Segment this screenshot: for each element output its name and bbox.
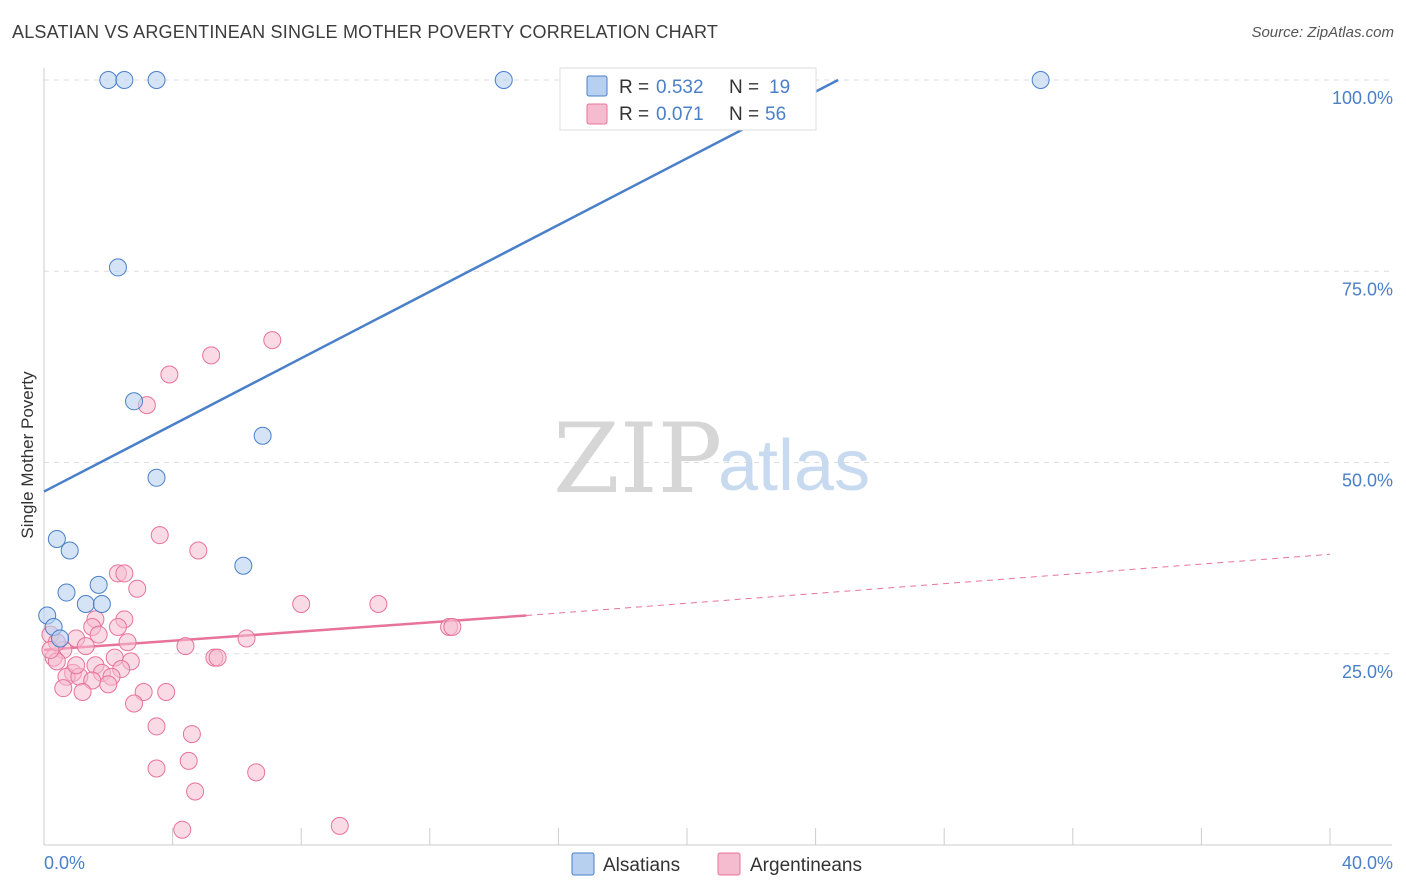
bottom-legend-alsatians: Alsatians [603, 855, 680, 876]
legend-r-label-2: R = [619, 104, 649, 125]
legend-n-label-1: N = [729, 77, 759, 98]
point-argentineans [292, 595, 311, 614]
point-argentineans [189, 541, 208, 560]
point-alsatians [125, 392, 144, 411]
bottom-legend-argentineans: Argentineans [750, 855, 862, 876]
legend-swatch-argentineans [586, 103, 608, 125]
point-argentineans [443, 617, 462, 636]
watermark: ZIP atlas [553, 403, 870, 515]
point-alsatians [99, 71, 118, 89]
point-alsatians [89, 575, 108, 594]
point-argentineans [263, 331, 282, 350]
bottom-legend: Alsatians Argentineans [571, 852, 862, 876]
y-tick-label: 100.0% [1332, 88, 1393, 108]
point-alsatians [76, 595, 95, 614]
data-points [38, 71, 1050, 839]
bottom-legend-swatch-alsatians [571, 852, 595, 876]
point-alsatians [147, 468, 166, 487]
point-alsatians [108, 258, 127, 277]
legend-r-value-1: 0.532 [656, 77, 704, 98]
point-alsatians [51, 629, 70, 648]
point-argentineans [89, 625, 108, 644]
legend: R = 0.532 N = 19 R = 0.071 N = 56 [559, 67, 817, 131]
x-tick-label: 0.0% [44, 853, 85, 873]
point-argentineans [182, 725, 201, 744]
legend-r-value-2: 0.071 [656, 104, 704, 125]
point-argentineans [202, 346, 221, 365]
source-label: Source: ZipAtlas.com [1251, 24, 1394, 41]
point-alsatians [47, 530, 66, 548]
point-argentineans [54, 679, 73, 698]
point-argentineans [369, 595, 388, 614]
trend-line-alsatians [43, 78, 839, 493]
point-alsatians [57, 583, 76, 602]
legend-swatch-alsatians [586, 75, 608, 97]
point-argentineans [108, 617, 127, 636]
point-argentineans [176, 637, 195, 656]
point-argentineans [41, 640, 60, 659]
point-alsatians [92, 595, 111, 614]
point-argentineans [115, 564, 134, 583]
chart-title: ALSATIAN VS ARGENTINEAN SINGLE MOTHER PO… [12, 22, 719, 42]
point-argentineans [67, 656, 86, 675]
point-argentineans [247, 763, 266, 782]
y-tick-label: 25.0% [1342, 662, 1393, 682]
point-argentineans [73, 683, 92, 701]
point-alsatians [234, 556, 253, 575]
point-alsatians [1031, 71, 1050, 89]
y-tick-labels: 25.0% 50.0% 75.0% 100.0% [1332, 88, 1393, 682]
point-argentineans [147, 717, 166, 736]
point-argentineans [118, 633, 137, 652]
legend-n-label-2: N = [729, 104, 759, 125]
bottom-legend-swatch-argentineans [717, 852, 741, 876]
point-argentineans [237, 629, 256, 648]
legend-r-label-1: R = [619, 77, 649, 98]
point-argentineans [173, 820, 192, 839]
legend-n-value-1: 19 [769, 77, 790, 98]
point-argentineans [99, 675, 118, 694]
point-argentineans [76, 637, 95, 656]
point-argentineans [179, 751, 198, 770]
point-argentineans [125, 694, 144, 713]
y-tick-label: 75.0% [1342, 279, 1393, 299]
watermark-zip: ZIP [553, 403, 722, 515]
point-argentineans [160, 365, 179, 384]
point-argentineans [147, 759, 166, 778]
point-argentineans [157, 683, 176, 701]
x-tick-label: 40.0% [1342, 853, 1393, 873]
legend-n-value-2: 56 [765, 104, 786, 125]
axes [43, 68, 1392, 846]
y-axis-label: Single Mother Poverty [18, 371, 37, 539]
grid-lines [44, 79, 1392, 655]
point-alsatians [115, 71, 134, 89]
point-argentineans [208, 648, 227, 667]
point-argentineans [150, 526, 169, 545]
point-alsatians [147, 71, 166, 89]
watermark-atlas: atlas [718, 426, 870, 506]
point-argentineans [134, 683, 153, 701]
point-alsatians [253, 426, 272, 445]
y-tick-label: 50.0% [1342, 471, 1393, 491]
point-alsatians [494, 71, 513, 89]
x-tick-labels: 0.0% 40.0% [44, 853, 1393, 873]
point-alsatians [60, 541, 79, 560]
point-argentineans [186, 782, 205, 801]
point-argentineans [128, 579, 147, 598]
trend-line-argentineans-extrapolated [526, 553, 1331, 616]
point-argentineans [330, 816, 349, 835]
